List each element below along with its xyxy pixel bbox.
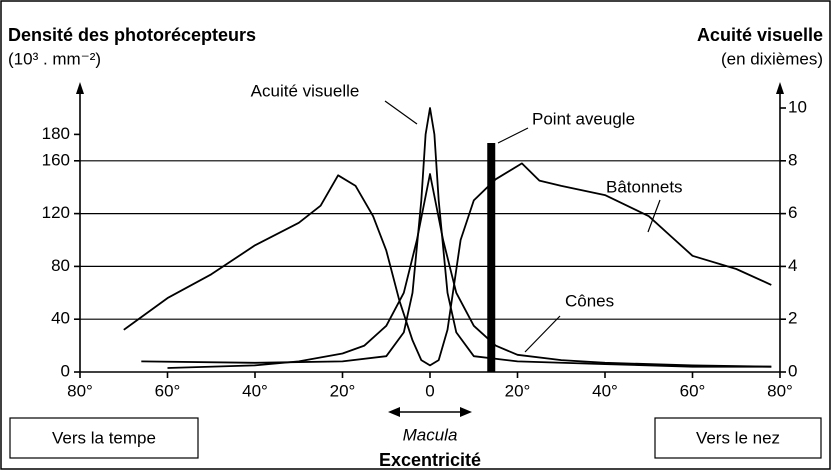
x-tick-label: 40° xyxy=(242,381,268,400)
y-tick-label: 180 xyxy=(42,124,70,143)
y2-axis-title: Acuité visuelle xyxy=(697,25,823,45)
note-box xyxy=(654,417,822,459)
leader-line xyxy=(497,127,529,144)
x-tick-label: 40° xyxy=(592,381,618,400)
leader-line xyxy=(384,100,418,125)
x-tick-label: 60° xyxy=(155,381,181,400)
series-label: Bâtonnets xyxy=(606,177,683,196)
series-line xyxy=(141,107,772,368)
leader-line xyxy=(524,315,561,353)
left-note: Vers la tempe xyxy=(52,428,156,447)
x-tick-label: 20° xyxy=(505,381,531,400)
x-tick-label: 80° xyxy=(67,381,93,400)
y2-arrow xyxy=(776,82,784,94)
y2-tick-label: 0 xyxy=(788,361,797,380)
x-tick-label: 20° xyxy=(330,381,356,400)
right-note: Vers le nez xyxy=(696,428,780,447)
y2-tick-label: 10 xyxy=(788,97,807,116)
series-line xyxy=(123,162,772,367)
y-axis-label: (10³ . mm⁻²) xyxy=(8,49,101,68)
arrow-head xyxy=(388,407,400,417)
y2-tick-label: 6 xyxy=(788,203,797,222)
macula-label: Macula xyxy=(403,425,458,444)
y-tick-label: 120 xyxy=(42,203,70,222)
y2-tick-label: 2 xyxy=(788,309,797,328)
leader-line xyxy=(647,199,661,233)
series-line xyxy=(167,173,772,369)
y2-tick-label: 4 xyxy=(788,256,797,275)
blind-spot-label: Point aveugle xyxy=(532,109,635,128)
y-tick-label: 40 xyxy=(51,309,70,328)
chart-title: Densité des photorécepteurs xyxy=(8,25,256,45)
y-arrow xyxy=(76,82,84,94)
series-label: Cônes xyxy=(565,291,614,310)
series-label: Acuité visuelle xyxy=(251,81,360,100)
blind-spot xyxy=(487,143,496,372)
arrow-head xyxy=(460,407,472,417)
y2-axis-label: (en dixièmes) xyxy=(721,49,823,68)
y-tick-label: 160 xyxy=(42,150,70,169)
x-axis-label: Excentricité xyxy=(379,450,481,470)
y-tick-label: 0 xyxy=(61,361,70,380)
x-tick-label: 0 xyxy=(425,381,434,400)
x-tick-label: 60° xyxy=(680,381,706,400)
y2-tick-label: 8 xyxy=(788,150,797,169)
y-tick-label: 80 xyxy=(51,256,70,275)
note-box xyxy=(9,417,199,459)
x-tick-label: 80° xyxy=(767,381,793,400)
